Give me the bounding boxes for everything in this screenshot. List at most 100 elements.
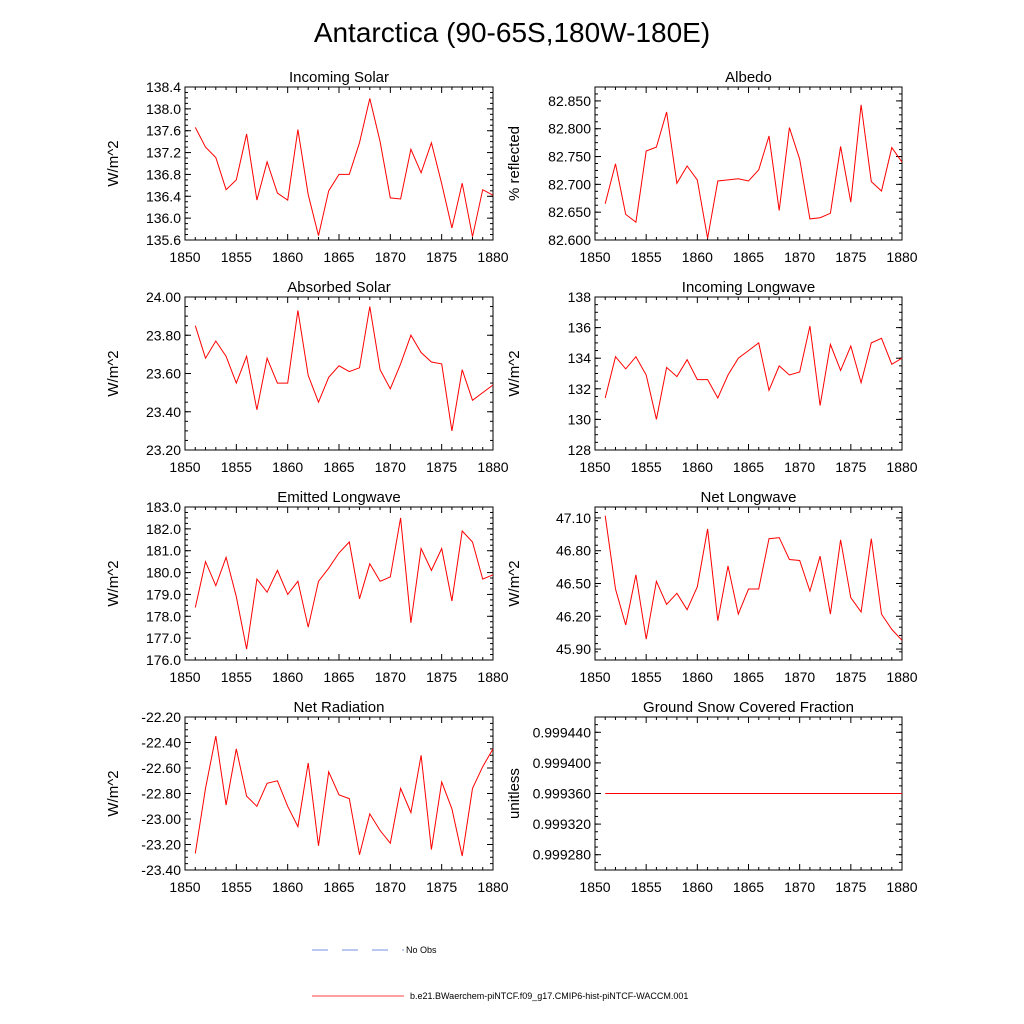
chart-panel: Emitted Longwave 1850 1855 1860 1865 1870 1875…	[105, 489, 509, 685]
y-tick-label: 46.50	[556, 576, 591, 592]
series-line	[604, 325, 903, 420]
y-tick-label: 176.0	[146, 652, 181, 668]
x-tick-label: 1880	[886, 879, 917, 895]
y-tick-label: 136.4	[146, 188, 181, 204]
panel-title: Ground Snow Covered Fraction	[643, 699, 854, 716]
y-tick-label: 138.4	[146, 79, 181, 95]
y-tick-label: 136.0	[146, 210, 181, 226]
x-tick-label: 1855	[221, 879, 252, 895]
y-tick-label: 136.8	[146, 166, 181, 182]
y-tick-label: 182.0	[146, 521, 181, 537]
x-tick-label: 1875	[835, 669, 866, 685]
legend-obs-label: No Obs	[406, 945, 437, 955]
panel-title: Incoming Longwave	[682, 279, 815, 296]
panel-title: Albedo	[725, 69, 772, 86]
y-tick-label: -23.00	[141, 811, 181, 827]
y-tick-label: 82.800	[548, 121, 591, 137]
chart-panel: Incoming Longwave 1850 1855 1860 1865 1870 187…	[506, 279, 918, 475]
y-axis-label: W/m^2	[105, 140, 122, 186]
x-tick-label: 1855	[221, 459, 252, 475]
y-axis-label: W/m^2	[506, 560, 523, 606]
y-tick-label: -22.60	[141, 760, 181, 776]
y-tick-label: 82.850	[548, 93, 591, 109]
y-tick-label: 0.999360	[533, 786, 592, 802]
x-tick-label: 1860	[682, 879, 713, 895]
x-tick-label: 1865	[733, 459, 764, 475]
x-tick-label: 1865	[733, 669, 764, 685]
y-tick-label: 178.0	[146, 608, 181, 624]
y-tick-label: 180.0	[146, 565, 181, 581]
panels-group: Incoming Solar 1850 1855 1860 1865 1870 1875 18…	[105, 69, 918, 895]
y-axis-label: unitless	[506, 768, 523, 819]
y-tick-label: -22.40	[141, 735, 181, 751]
x-tick-label: 1865	[323, 669, 354, 685]
x-tick-label: 1880	[477, 249, 508, 265]
x-tick-label: 1855	[221, 669, 252, 685]
x-tick-label: 1855	[631, 669, 662, 685]
figure-title: Antarctica (90-65S,180W-180E)	[314, 17, 710, 48]
y-tick-label: 23.40	[146, 404, 181, 420]
chart-panel: Net Longwave 1850 1855 1860 1865 1870 1875 1880…	[506, 489, 918, 685]
panel-title: Incoming Solar	[289, 69, 389, 86]
chart-panel: Absorbed Solar 1850 1855 1860 1865 1870 1875 18…	[105, 279, 509, 475]
y-tick-label: 82.600	[548, 232, 591, 248]
y-tick-label: 23.20	[146, 442, 181, 458]
x-tick-label: 1865	[323, 459, 354, 475]
x-tick-label: 1860	[682, 249, 713, 265]
y-tick-label: 179.0	[146, 586, 181, 602]
series-line	[194, 98, 494, 237]
y-tick-label: 137.6	[146, 123, 181, 139]
series-line	[604, 104, 903, 239]
series-line	[194, 736, 494, 857]
x-tick-label: 1850	[169, 669, 200, 685]
x-tick-label: 1860	[272, 879, 303, 895]
y-tick-label: 138.0	[146, 101, 181, 117]
y-tick-label: 135.6	[146, 232, 181, 248]
y-tick-label: -23.40	[141, 862, 181, 878]
y-tick-label: 0.999320	[533, 816, 592, 832]
panel-title: Net Longwave	[701, 489, 797, 506]
x-tick-label: 1875	[426, 459, 457, 475]
y-tick-label: 0.999440	[533, 724, 592, 740]
x-tick-label: 1870	[784, 669, 815, 685]
x-tick-label: 1855	[631, 459, 662, 475]
x-tick-label: 1855	[631, 879, 662, 895]
plot-frame	[594, 506, 903, 661]
y-tick-label: 82.650	[548, 204, 591, 220]
x-tick-label: 1860	[272, 669, 303, 685]
y-tick-label: 23.80	[146, 327, 181, 343]
y-tick-label: -23.20	[141, 837, 181, 853]
y-tick-label: 82.750	[548, 149, 591, 165]
x-tick-label: 1865	[323, 249, 354, 265]
plot-frame	[594, 296, 903, 451]
x-tick-label: 1880	[477, 459, 508, 475]
chart-panel: Ground Snow Covered Fraction 1850 1855 1860…	[506, 699, 918, 895]
y-tick-label: 0.999400	[533, 755, 592, 771]
y-tick-label: 136	[568, 320, 592, 336]
y-tick-label: 138	[568, 289, 592, 305]
y-tick-label: 183.0	[146, 499, 181, 515]
x-tick-label: 1880	[477, 669, 508, 685]
legend: No Obs b.e21.BWaerchem-piNTCF.f09_g17.CM…	[312, 945, 688, 1001]
x-tick-label: 1860	[682, 459, 713, 475]
x-tick-label: 1870	[784, 879, 815, 895]
x-tick-label: 1865	[733, 879, 764, 895]
chart-panel: Net Radiation 1850 1855 1860 1865 1870 1875 188…	[105, 699, 509, 895]
x-tick-label: 1865	[733, 249, 764, 265]
y-tick-label: 130	[568, 411, 592, 427]
y-tick-label: 47.10	[556, 510, 591, 526]
x-tick-label: 1850	[579, 879, 610, 895]
series-line	[194, 306, 494, 431]
series-line	[194, 517, 494, 650]
x-tick-label: 1870	[784, 249, 815, 265]
y-tick-label: 181.0	[146, 543, 181, 559]
x-tick-label: 1855	[631, 249, 662, 265]
x-tick-label: 1870	[375, 879, 406, 895]
x-tick-label: 1875	[426, 879, 457, 895]
x-tick-label: 1870	[375, 249, 406, 265]
plot-frame	[184, 86, 494, 241]
y-tick-label: 177.0	[146, 630, 181, 646]
x-tick-label: 1850	[579, 669, 610, 685]
x-tick-label: 1850	[579, 249, 610, 265]
